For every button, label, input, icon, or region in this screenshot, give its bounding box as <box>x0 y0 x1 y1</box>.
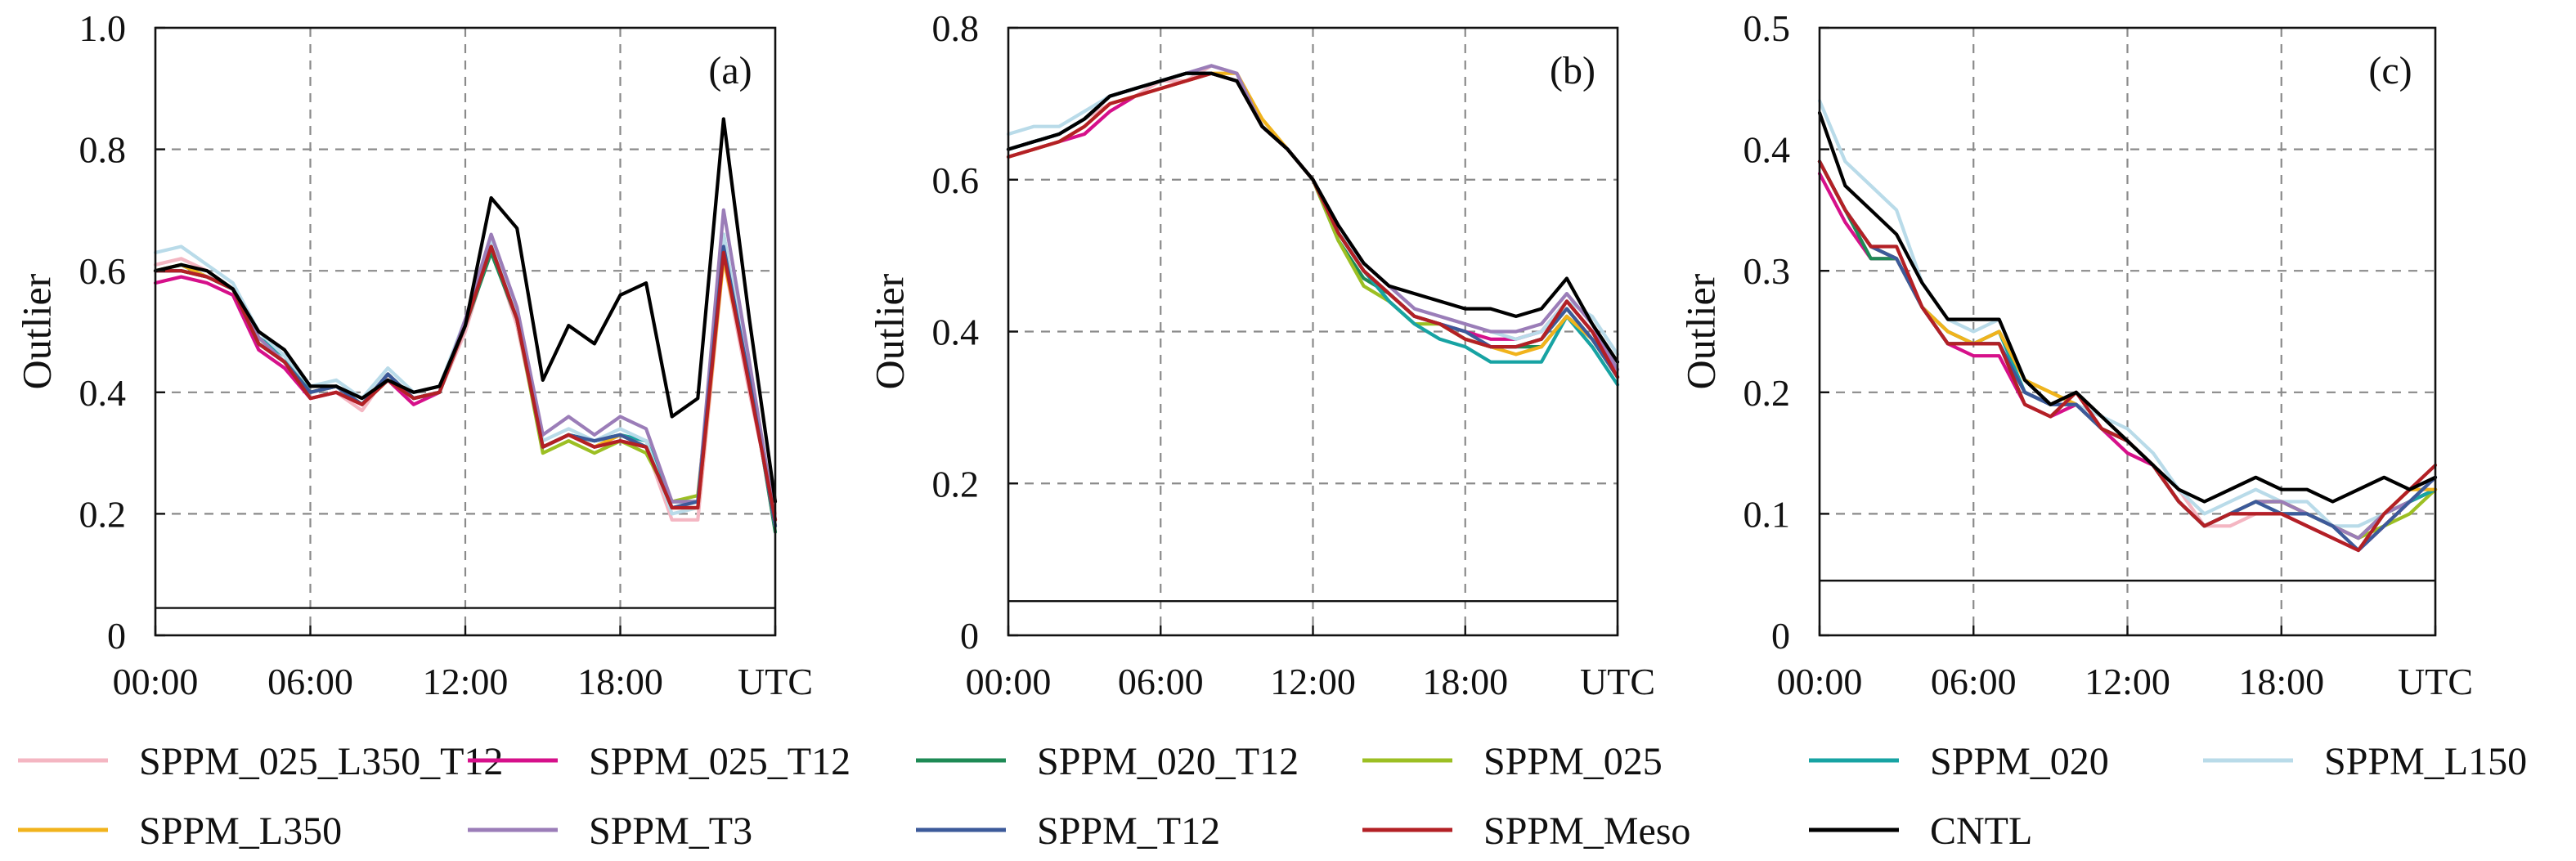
series-line-cntl-c <box>1817 110 2438 504</box>
y-tick-label: 0.8 <box>79 129 127 171</box>
x-tick-label: 00:00 <box>966 661 1052 702</box>
series-lines-c <box>1817 99 2438 553</box>
y-axis-title-b: Outlier <box>866 273 912 389</box>
legend-item-sppm-020: SPPM_020 <box>1809 740 2109 783</box>
series-line-sppm-025-l350-t12-a <box>153 244 778 522</box>
series-line-sppm-t12-a <box>153 244 778 528</box>
series-line-sppm-l350-c <box>1817 159 2438 540</box>
legend-label: SPPM_T12 <box>1037 809 1220 853</box>
tick-marks-b <box>1007 26 1619 637</box>
x-tick-label: 00:00 <box>1777 661 1863 702</box>
legend-item-sppm-025-l350-t12: SPPM_025_L350_T12 <box>18 740 503 783</box>
y-tick-label: 0.8 <box>932 7 980 49</box>
x-tick-label: 06:00 <box>1931 661 2017 702</box>
series-lines-a <box>153 117 778 534</box>
y-tick-label: 0.2 <box>1744 372 1791 414</box>
legend-label: SPPM_Meso <box>1483 809 1690 853</box>
x-tick-label: 06:00 <box>1118 661 1204 702</box>
y-tick-label: 0.5 <box>1744 7 1791 49</box>
legend-item-sppm-t12: SPPM_T12 <box>916 809 1220 853</box>
legend-label: SPPM_020_T12 <box>1037 740 1299 783</box>
series-lines-b <box>1006 64 1620 387</box>
series-line-sppm-025-c <box>1817 159 2438 540</box>
panel-label-b: (b) <box>1550 49 1595 92</box>
y-tick-label: 0.6 <box>79 250 127 292</box>
y-tick-label: 0.1 <box>1744 493 1791 535</box>
legend: SPPM_025_L350_T12 SPPM_025_T12 SPPM_020_T1… <box>18 740 2527 853</box>
legend-item-sppm-025-t12: SPPM_025_T12 <box>468 740 850 783</box>
x-tick-label: 18:00 <box>577 661 663 702</box>
x-tick-label: 12:00 <box>2085 661 2170 702</box>
y-axis-title-c: Outlier <box>1677 273 1723 389</box>
y-tick-label: 0.2 <box>79 493 127 535</box>
legend-label: CNTL <box>1930 809 2032 853</box>
y-tick-labels-b: 0 0.2 0.4 0.6 0.8 <box>932 7 980 657</box>
x-tick-label: UTC <box>1580 661 1655 702</box>
gridlines-a <box>155 28 775 635</box>
series-line-sppm-l350-a <box>153 244 778 528</box>
x-tick-label: UTC <box>738 661 813 702</box>
legend-item-sppm-t3: SPPM_T3 <box>468 809 752 853</box>
legend-item-cntl: CNTL <box>1809 809 2032 853</box>
series-line-cntl-b <box>1006 71 1620 364</box>
legend-item-sppm-l350: SPPM_L350 <box>18 809 342 853</box>
panel-label-a: (a) <box>708 49 752 92</box>
series-line-sppm-020-t12-c <box>1817 159 2438 540</box>
series-line-sppm-t3-c <box>1817 159 2438 540</box>
y-tick-label: 0 <box>960 615 979 657</box>
legend-label: SPPM_025_T12 <box>589 740 850 783</box>
legend-label: SPPM_020 <box>1930 740 2109 783</box>
panel-a: 0 0.2 0.4 0.6 0.8 1.0 00:00 06:00 12:00 18:00 UTC… <box>13 7 813 702</box>
x-tick-label: 18:00 <box>2238 661 2324 702</box>
series-line-sppm-020-c <box>1817 159 2438 540</box>
series-line-sppm-meso-a <box>153 244 778 522</box>
x-tick-label: 12:00 <box>1270 661 1356 702</box>
y-axis-title-a: Outlier <box>13 273 59 389</box>
x-tick-labels-c: 00:00 06:00 12:00 18:00 UTC <box>1777 661 2473 702</box>
y-tick-label: 1.0 <box>79 7 127 49</box>
panel-b: 0 0.2 0.4 0.6 0.8 00:00 06:00 12:00 18:00 UTC Ou… <box>866 7 1655 702</box>
x-tick-label: UTC <box>2398 661 2473 702</box>
panel-label-c: (c) <box>2368 49 2412 92</box>
y-tick-labels-c: 0 0.1 0.2 0.3 0.4 0.5 <box>1744 7 1791 657</box>
x-tick-label: 18:00 <box>1422 661 1508 702</box>
legend-item-sppm-020-t12: SPPM_020_T12 <box>916 740 1299 783</box>
legend-item-sppm-meso: SPPM_Meso <box>1362 809 1690 853</box>
y-tick-label: 0.4 <box>79 372 127 414</box>
y-tick-label: 0.6 <box>932 159 980 201</box>
x-tick-labels-a: 00:00 06:00 12:00 18:00 UTC <box>113 661 813 702</box>
tick-marks-c <box>1818 26 2437 637</box>
y-tick-label: 0.4 <box>1744 129 1791 171</box>
series-line-cntl-a <box>153 117 778 504</box>
y-tick-label: 0.2 <box>932 463 980 504</box>
legend-label: SPPM_L150 <box>2324 740 2527 783</box>
legend-label: SPPM_025 <box>1483 740 1663 783</box>
legend-item-sppm-l150: SPPM_L150 <box>2203 740 2527 783</box>
x-tick-labels-b: 00:00 06:00 12:00 18:00 UTC <box>966 661 1655 702</box>
legend-label: SPPM_L350 <box>139 809 342 853</box>
y-tick-label: 0.4 <box>932 312 980 353</box>
legend-label: SPPM_025_L350_T12 <box>139 740 503 783</box>
series-line-sppm-025-a <box>153 244 778 522</box>
panel-c: 0 0.1 0.2 0.3 0.4 0.5 00:00 06:00 12:00 18:00 UTC… <box>1677 7 2473 702</box>
x-tick-label: 12:00 <box>423 661 509 702</box>
x-tick-label: 00:00 <box>113 661 199 702</box>
legend-item-sppm-025: SPPM_025 <box>1362 740 1663 783</box>
y-tick-label: 0 <box>1771 615 1790 657</box>
legend-label: SPPM_T3 <box>589 809 752 853</box>
gridlines-c <box>1820 28 2435 635</box>
x-tick-label: 06:00 <box>267 661 353 702</box>
y-tick-labels-a: 0 0.2 0.4 0.6 0.8 1.0 <box>79 7 127 657</box>
y-tick-label: 0.3 <box>1744 250 1791 292</box>
y-tick-label: 0 <box>107 615 126 657</box>
tick-marks-a <box>154 26 777 637</box>
